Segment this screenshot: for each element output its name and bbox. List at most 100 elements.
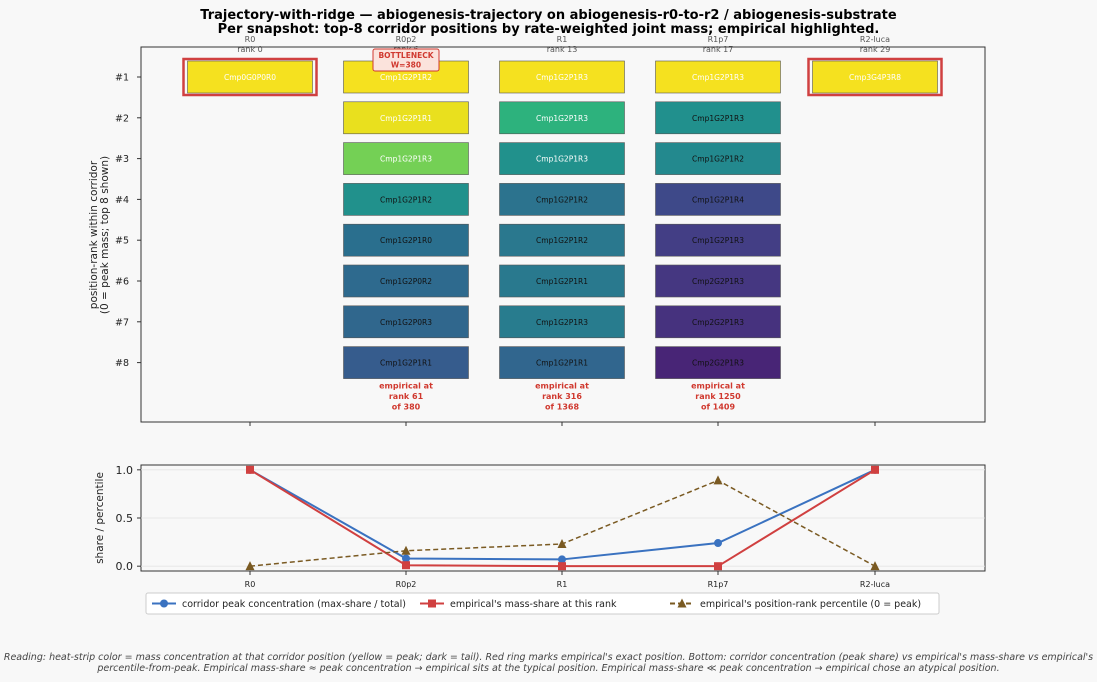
cell-label-r1-8: Cmp1G2P1R1 <box>536 359 588 368</box>
cell-r0p2-7 <box>343 305 469 339</box>
column-rank-r0: rank 0 <box>237 45 263 54</box>
cell-r1-2 <box>499 101 625 135</box>
legend-label-1: corridor peak concentration (max-share /… <box>182 599 406 610</box>
empirical-note-r1-2: rank 316 <box>542 392 582 401</box>
cell-label-r1p7-4: Cmp1G2P1R4 <box>692 195 744 204</box>
heatmap-panel: #1 #2 #3 #4 #5 #6 #7 #8 position-rank within cor… <box>88 35 986 426</box>
legend-marker-3 <box>677 598 687 608</box>
cell-r1-6 <box>499 264 625 298</box>
bottleneck-label-line-1: BOTTLENECK <box>378 51 434 60</box>
y-tick-label-5: #5 <box>115 236 129 247</box>
y-tick-label-2: 1.0 <box>116 464 134 477</box>
cell-label-r0p2-5: Cmp1G2P1R0 <box>380 236 432 245</box>
cell-label-r0p2-3: Cmp1G2P1R3 <box>380 155 432 164</box>
cell-r0p2-2 <box>343 101 469 135</box>
cell-label-r1-7: Cmp1G2P1R3 <box>536 318 588 327</box>
x-tick-label-r2-luca: R2-luca <box>860 580 890 589</box>
cell-r1p7-2 <box>655 101 781 135</box>
cell-r1-5 <box>499 223 625 257</box>
cell-label-r0p2-1: Cmp1G2P1R2 <box>380 73 432 82</box>
cell-label-r0p2-6: Cmp1G2P0R2 <box>380 277 432 286</box>
cell-r1-4 <box>499 183 625 216</box>
cell-r0-1 <box>187 60 313 94</box>
empirical-note-r1-1: empirical at <box>535 382 589 391</box>
cell-r1p7-3 <box>655 142 781 175</box>
caption-line-1: Reading: heat-strip color = mass concent… <box>3 652 1094 663</box>
legend-label-2: empirical's mass-share at this rank <box>450 599 617 610</box>
empirical-note-r0p2-1: empirical at <box>379 382 433 391</box>
cell-r0p2-3 <box>343 142 469 175</box>
series-3-point-r1 <box>557 539 567 549</box>
cell-r0p2-5 <box>343 223 469 257</box>
cell-r1p7-1 <box>655 60 781 94</box>
series-3-point-r2-luca <box>870 561 880 571</box>
cell-label-r1-2: Cmp1G2P1R3 <box>536 114 588 123</box>
legend-box <box>145 592 940 615</box>
cell-r1-8 <box>499 346 625 379</box>
cell-label-r2-luca-1: Cmp3G4P3R8 <box>849 73 901 82</box>
cell-r0p2-4 <box>343 183 469 216</box>
legend-marker-2 <box>428 599 436 608</box>
column-header-r0p2: R0p2 <box>396 35 417 44</box>
series-3-point-r0p2 <box>401 545 411 555</box>
cell-r1-1 <box>499 60 625 94</box>
empirical-note-r0p2-2: rank 61 <box>389 392 424 401</box>
y-tick-label-0: 0.0 <box>116 560 134 573</box>
series-2-point-r1 <box>558 562 566 571</box>
x-tick-label-r1p7: R1p7 <box>708 580 729 589</box>
cell-label-r1p7-5: Cmp1G2P1R3 <box>692 236 744 245</box>
caption-line-2: percentile-from-peak. Empirical mass-sha… <box>97 663 1000 674</box>
y-axis-label-line-2: (0 = peak mass; top 8 shown) <box>99 156 111 314</box>
cell-r1-7 <box>499 305 625 339</box>
empirical-ring-r2-luca <box>807 57 943 97</box>
cell-r1p7-7 <box>655 305 781 339</box>
cell-r0p2-6 <box>343 264 469 298</box>
series-3-point-r1p7 <box>713 475 723 485</box>
cell-r0p2-8 <box>343 346 469 379</box>
y-axis-label-line-1: position-rank within corridor <box>88 160 100 309</box>
x-tick-label-r1: R1 <box>557 580 568 589</box>
column-header-r0: R0 <box>245 35 256 44</box>
cell-label-r1p7-3: Cmp1G2P1R2 <box>692 155 744 164</box>
x-tick-label-r0p2: R0p2 <box>396 580 417 589</box>
legend-marker-1 <box>160 599 168 608</box>
column-header-r2-luca: R2-luca <box>860 35 890 44</box>
cell-r1p7-8 <box>655 346 781 379</box>
cell-label-r0p2-8: Cmp1G2P1R1 <box>380 359 432 368</box>
empirical-ring-r0 <box>182 57 318 97</box>
cell-label-r1-4: Cmp1G2P1R2 <box>536 195 588 204</box>
cell-label-r1-6: Cmp1G2P1R1 <box>536 277 588 286</box>
y-tick-label-3: #3 <box>115 154 129 165</box>
empirical-note-r1p7-3: of 1409 <box>701 403 735 412</box>
cell-label-r1p7-1: Cmp1G2P1R3 <box>692 73 744 82</box>
cell-r1p7-6 <box>655 264 781 298</box>
column-rank-r1p7: rank 17 <box>703 45 734 54</box>
series-2-point-r1p7 <box>714 562 722 571</box>
y-tick-label-7: #7 <box>115 317 129 328</box>
cell-label-r1p7-7: Cmp2G2P1R3 <box>692 318 744 327</box>
series-2-point-r0p2 <box>402 561 410 570</box>
chart-title: Trajectory-with-ridge — abiogenesis-traj… <box>200 8 897 23</box>
legend-label-3: empirical's position-rank percentile (0 … <box>700 599 921 610</box>
series-3-point-r0 <box>245 561 255 571</box>
cell-label-r0p2-7: Cmp1G2P0R3 <box>380 318 432 327</box>
empirical-note-r1p7-1: empirical at <box>691 382 745 391</box>
cell-label-r1-5: Cmp1G2P1R2 <box>536 236 588 245</box>
series-1-point-r1 <box>558 555 566 564</box>
y-tick-label-6: #6 <box>115 277 129 288</box>
y-tick-label-4: #4 <box>115 195 129 206</box>
empirical-note-r0p2-3: of 380 <box>392 403 421 412</box>
cell-r2-luca-1 <box>812 60 938 94</box>
series-2-point-r0 <box>246 465 254 474</box>
column-rank-r2-luca: rank 29 <box>860 45 891 54</box>
x-tick-label-r0: R0 <box>245 580 256 589</box>
series-1-point-r0p2 <box>402 554 410 563</box>
column-header-r1: R1 <box>557 35 568 44</box>
y-tick-label-1: #1 <box>115 73 129 84</box>
cell-label-r1p7-2: Cmp1G2P1R3 <box>692 114 744 123</box>
y-tick-label-1: 0.5 <box>116 512 134 525</box>
empirical-note-r1-3: of 1368 <box>545 403 579 412</box>
column-rank-r1: rank 13 <box>547 45 578 54</box>
y-tick-label-8: #8 <box>115 358 129 369</box>
